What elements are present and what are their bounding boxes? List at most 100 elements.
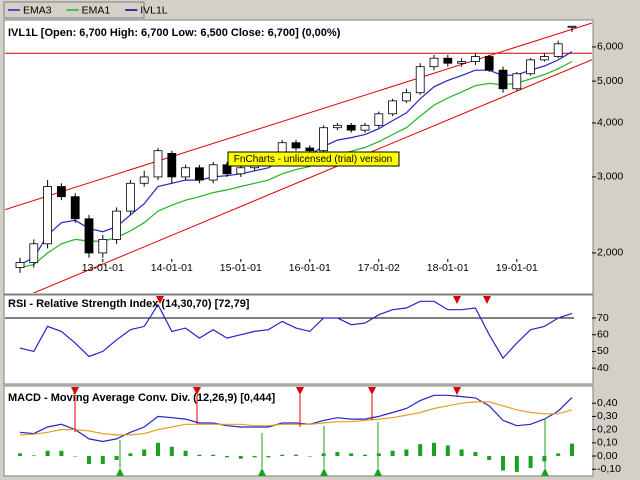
histogram-bar — [432, 442, 436, 457]
y-tick-label: -0,10 — [597, 463, 621, 475]
histogram-bar — [211, 454, 216, 457]
macd-line — [19, 401, 573, 436]
candle-body — [126, 182, 135, 212]
histogram-bar — [473, 452, 478, 457]
candle-body — [553, 43, 563, 57]
histogram-bar — [18, 453, 22, 457]
histogram-bar — [528, 456, 533, 468]
candle-body — [181, 167, 191, 178]
candle-body — [457, 61, 467, 64]
histogram-bar — [87, 456, 91, 464]
ema-line — [19, 60, 573, 269]
candle-body — [401, 92, 411, 102]
histogram-bar — [252, 456, 257, 458]
histogram-bar — [487, 456, 492, 460]
legend: EMA3 EMA1 IVL1L — [8, 4, 168, 16]
rsi-line — [19, 300, 573, 360]
candle-body — [15, 262, 25, 268]
y-tick-label: 6,000 — [597, 41, 623, 53]
x-tick-label: 18-01-01 — [427, 262, 469, 274]
candle-body — [332, 124, 342, 129]
signals — [71, 296, 549, 476]
histogram-bar — [556, 453, 561, 457]
candle-body — [70, 196, 80, 220]
histogram-bar — [59, 450, 64, 457]
candle-body — [526, 59, 535, 75]
panel-title: IVL1L [Open: 6,700 High: 6,700 Low: 6,50… — [8, 27, 341, 39]
candle-body — [139, 176, 149, 184]
histogram-bar — [128, 453, 133, 457]
histogram-bar — [445, 445, 450, 457]
macd-plot — [18, 394, 574, 472]
candle-body — [291, 142, 301, 149]
candle-body — [429, 57, 439, 68]
x-tick-label: 17-01-02 — [358, 262, 400, 274]
candle-body — [305, 147, 315, 152]
legend-label: IVL1L — [140, 4, 168, 16]
y-tick-label: 40 — [597, 362, 609, 374]
candle-body — [443, 57, 453, 64]
candle-body — [360, 124, 370, 131]
trendline — [32, 59, 592, 293]
legend-label: EMA3 — [23, 4, 52, 16]
x-tick-label: 14-01-01 — [151, 262, 193, 274]
y-tick-label: 0,30 — [597, 410, 618, 422]
candle-body — [346, 124, 356, 131]
watermark-box — [227, 151, 400, 167]
candle-body — [29, 243, 39, 263]
x-tick-label: 19-01-01 — [496, 262, 538, 274]
candle-body — [194, 167, 204, 181]
candle-body — [84, 218, 94, 254]
x-tick-label: 15-01-01 — [220, 262, 262, 274]
rsi-plot — [5, 300, 574, 360]
candle-body — [388, 100, 398, 115]
x-tick-label: 13-01-01 — [82, 262, 124, 274]
histogram-bar — [376, 453, 381, 457]
x-tick-label: 16-01-01 — [289, 262, 331, 274]
candle-body — [222, 164, 232, 175]
histogram-bar — [114, 456, 119, 460]
histogram-bar — [294, 454, 298, 457]
histogram-bar — [390, 450, 395, 457]
histogram-bar — [183, 450, 188, 457]
candle-body — [43, 186, 52, 245]
candle-body — [540, 56, 549, 61]
histogram-bar — [349, 453, 354, 457]
histogram-bar — [238, 456, 243, 459]
y-tick-label: 2,000 — [597, 247, 623, 259]
candle-body — [498, 69, 508, 90]
y-tick-label: 4,000 — [597, 117, 623, 129]
histogram-bar — [225, 456, 229, 458]
signal-line — [119, 418, 546, 468]
candle-body — [208, 164, 218, 181]
histogram-bar — [280, 454, 285, 457]
y-tick-label: 3,000 — [597, 171, 623, 183]
candle-body — [415, 66, 425, 94]
candle-body — [167, 153, 177, 178]
rsi-panel — [3, 294, 594, 385]
macd-line — [19, 394, 573, 443]
candle-body — [374, 113, 384, 126]
histogram-bar — [335, 452, 340, 457]
y-tick-label: 50 — [597, 345, 609, 357]
y-tick-label: 0,40 — [597, 397, 618, 409]
candle-body — [470, 56, 480, 62]
histogram-bar — [418, 444, 423, 457]
candle-body — [567, 25, 577, 28]
histogram-bar — [542, 456, 547, 462]
histogram-bar — [169, 446, 174, 457]
histogram-bar — [570, 443, 574, 457]
candle-body — [512, 73, 522, 90]
histogram-bar — [31, 455, 36, 457]
histogram-bar — [100, 456, 105, 464]
histogram-bar — [73, 456, 78, 457]
y-tick-label: 0,10 — [597, 437, 618, 449]
y-tick-label: 5,000 — [597, 75, 623, 87]
sell-signal — [156, 296, 491, 304]
histogram-bar — [514, 456, 519, 472]
legend-label: EMA1 — [82, 4, 111, 16]
y-tick-label: 60 — [597, 329, 609, 341]
histogram-bar — [307, 456, 312, 457]
